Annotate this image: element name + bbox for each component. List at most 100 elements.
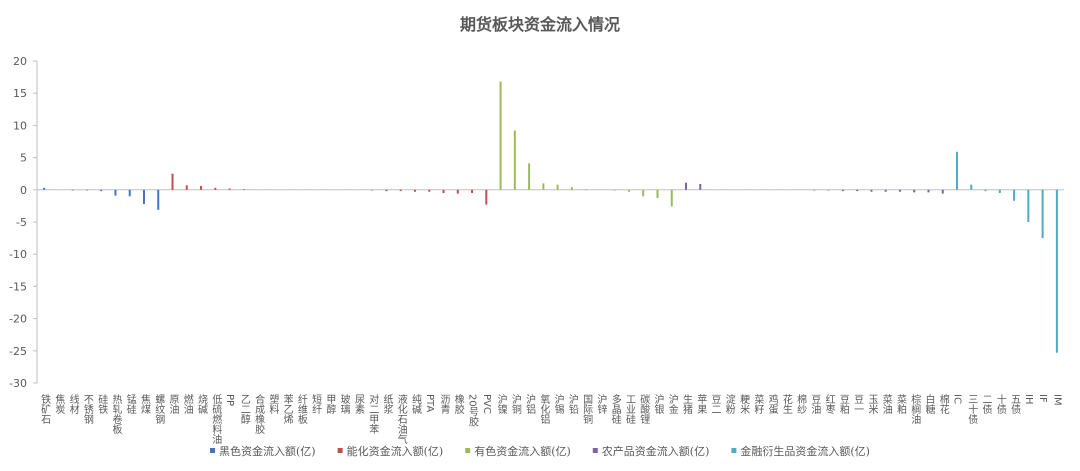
legend-swatch: [465, 448, 471, 453]
x-tick-label: 沥青: [438, 394, 450, 415]
bar: [670, 189, 673, 207]
bar: [685, 182, 688, 190]
legend-swatch: [592, 448, 598, 453]
x-tick-label: 硅铁: [96, 393, 108, 415]
bar: [242, 189, 245, 190]
x-tick-label: 豆二: [709, 394, 721, 414]
bar: [100, 189, 103, 192]
bar: [898, 189, 901, 192]
x-tick-label: 红枣: [823, 393, 835, 415]
x-tick-label: 碳酸锂: [638, 393, 650, 424]
bar: [827, 189, 830, 191]
bar: [499, 81, 502, 190]
x-tick-label: 短纤: [310, 393, 322, 415]
bar: [185, 185, 188, 190]
x-tick-label: 热轧卷板: [110, 393, 122, 435]
x-tick-label: 20号胶: [467, 394, 479, 428]
bar: [941, 189, 944, 194]
x-tick-label: 沪铅: [566, 393, 578, 415]
x-tick-label: PP: [224, 394, 235, 406]
x-tick-label: 玻璃: [338, 393, 350, 415]
x-tick-label: 乙二醇: [238, 394, 250, 425]
x-tick-label: 沪银: [652, 393, 664, 415]
x-tick-label: 低硫燃料油: [210, 393, 222, 444]
bar: [956, 151, 959, 190]
legend-swatch: [210, 448, 216, 453]
x-tick-label: 纯碱: [409, 393, 421, 415]
x-tick-label: 菜油: [880, 394, 892, 414]
x-tick-label: 棉纱: [795, 393, 807, 414]
y-tick-label: -15: [9, 280, 27, 293]
bar: [142, 189, 145, 204]
y-tick-label: -25: [9, 345, 27, 358]
x-tick-label: PTA: [424, 394, 435, 412]
y-tick-label: -5: [16, 216, 27, 229]
x-tick-label: 粳米: [738, 393, 750, 415]
bar: [984, 189, 987, 192]
x-tick-label: 沪铜: [509, 393, 521, 415]
bar: [128, 189, 131, 197]
bar: [485, 189, 488, 205]
x-tick-label: 豆油: [809, 394, 821, 414]
bar: [813, 189, 816, 191]
x-tick-label: 合成橡胶: [253, 393, 265, 435]
bar: [856, 189, 859, 192]
bar: [585, 189, 588, 190]
x-tick-label: 淀粉: [723, 393, 735, 415]
x-tick-label: 花生: [780, 393, 792, 414]
bar: [228, 188, 231, 190]
x-tick-label: PVC: [481, 394, 492, 414]
x-tick-label: 不锈钢: [81, 394, 93, 425]
x-tick-label: 烧碱: [196, 393, 208, 415]
x-tick-label: 五债: [1009, 394, 1021, 415]
x-tick-label: 燃油: [181, 393, 193, 414]
bar: [627, 189, 630, 192]
x-tick-label: IC: [952, 394, 963, 404]
bar: [43, 187, 46, 190]
bar: [1027, 189, 1030, 222]
x-tick-label: IH: [1023, 394, 1034, 404]
y-tick-label: 0: [20, 184, 27, 197]
bar: [998, 189, 1001, 194]
x-tick-label: IM: [1051, 394, 1062, 406]
bar: [71, 189, 74, 191]
bar: [171, 173, 174, 190]
bar: [1055, 189, 1058, 353]
x-tick-label: 甲醇: [324, 394, 336, 415]
x-tick-label: 沪金: [666, 393, 678, 414]
bar: [642, 189, 645, 197]
bar: [841, 189, 844, 192]
bar: [399, 189, 402, 192]
bar: [200, 185, 203, 190]
x-tick-label: 菜籽: [752, 394, 764, 415]
bar: [513, 130, 516, 190]
x-tick-label: 尿素: [352, 394, 364, 414]
x-tick-label: 菜粕: [894, 394, 906, 415]
bar: [656, 189, 659, 199]
y-tick-label: -30: [9, 377, 27, 390]
bar: [413, 189, 416, 192]
legend-label: 能化资金流入额(亿): [347, 444, 444, 458]
x-tick-label: 苯乙烯: [281, 393, 293, 425]
bar: [442, 189, 445, 194]
x-tick-label: 玉米: [866, 394, 878, 415]
y-tick-label: 20: [13, 55, 27, 68]
x-tick-label: 液化石油气: [395, 393, 407, 444]
y-tick-label: 10: [13, 119, 27, 132]
y-tick-label: 5: [20, 152, 27, 165]
x-tick-label: IF: [1037, 394, 1048, 403]
bar: [884, 189, 887, 192]
x-tick-label: 工业硅: [623, 394, 635, 424]
x-tick-label: 棕榈油: [909, 393, 921, 424]
x-tick-label: 沪镍: [495, 393, 507, 415]
bar: [913, 189, 916, 193]
y-tick-label: -20: [9, 313, 27, 326]
x-tick-label: 氧化铝: [538, 393, 550, 425]
legend-label: 有色资金流入额(亿): [474, 444, 571, 458]
legend-swatch: [731, 448, 737, 453]
bar: [927, 189, 930, 193]
x-tick-label: 塑料: [267, 394, 279, 415]
x-tick-label: 对二甲苯: [367, 393, 379, 434]
legend-label: 农产品资金流入额(亿): [602, 444, 710, 458]
